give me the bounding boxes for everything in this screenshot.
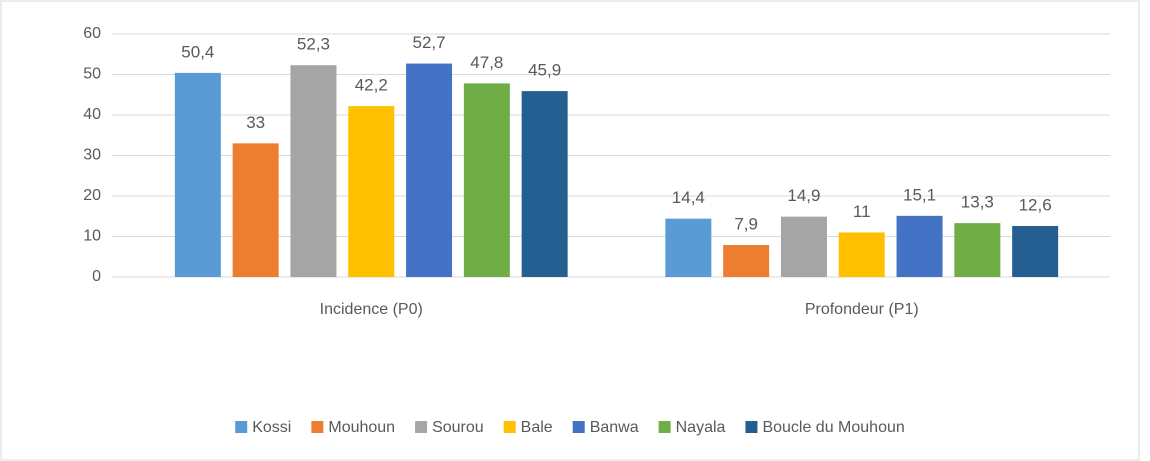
legend-label: Nayala	[676, 419, 726, 436]
bar	[463, 83, 510, 277]
y-tick-label: 50	[83, 66, 101, 83]
bar	[232, 143, 279, 277]
data-label: 14,9	[787, 186, 820, 205]
data-label: 47,8	[470, 53, 503, 72]
legend-label: Boucle du Mouhoun	[762, 419, 904, 436]
legend-swatch	[572, 421, 585, 433]
legend-label: Sourou	[432, 419, 484, 436]
data-label: 52,3	[297, 35, 330, 54]
y-tick-label: 10	[83, 228, 101, 245]
bar	[954, 223, 1001, 277]
bar	[780, 216, 827, 277]
bar	[723, 245, 770, 277]
data-label: 12,6	[1019, 195, 1052, 214]
bar	[290, 65, 337, 277]
data-label: 33	[246, 113, 265, 132]
bar	[1012, 225, 1059, 277]
legend-label: Kossi	[252, 419, 291, 436]
x-tick-label: Profondeur (P1)	[805, 301, 919, 318]
y-tick-label: 60	[83, 25, 101, 42]
bar	[521, 91, 568, 277]
y-tick-label: 20	[83, 187, 101, 204]
bar	[174, 72, 221, 277]
legend-swatch	[415, 421, 428, 433]
data-label: 52,7	[413, 33, 446, 52]
y-tick-label: 0	[92, 268, 101, 285]
x-tick-label: Incidence (P0)	[320, 301, 423, 318]
data-label: 50,4	[181, 42, 214, 61]
legend-swatch	[235, 421, 248, 433]
data-label: 15,1	[903, 185, 936, 204]
legend-label: Banwa	[590, 419, 639, 436]
legend-label: Bale	[521, 419, 553, 436]
data-label: 7,9	[734, 214, 758, 233]
bar	[665, 218, 712, 277]
legend-swatch	[311, 421, 324, 433]
bar	[838, 232, 885, 277]
y-tick-label: 40	[83, 106, 101, 123]
bar	[348, 106, 395, 277]
y-tick-label: 30	[83, 147, 101, 164]
data-label: 11	[853, 202, 871, 221]
data-label: 42,2	[355, 76, 388, 95]
legend-swatch	[503, 421, 516, 433]
data-label: 13,3	[961, 193, 994, 212]
bar	[896, 215, 943, 277]
legend-swatch	[745, 421, 758, 433]
data-label: 14,4	[672, 188, 705, 207]
legend-label: Mouhoun	[328, 419, 395, 436]
data-label: 45,9	[528, 61, 561, 80]
bar	[406, 63, 453, 277]
legend-swatch	[658, 421, 671, 433]
